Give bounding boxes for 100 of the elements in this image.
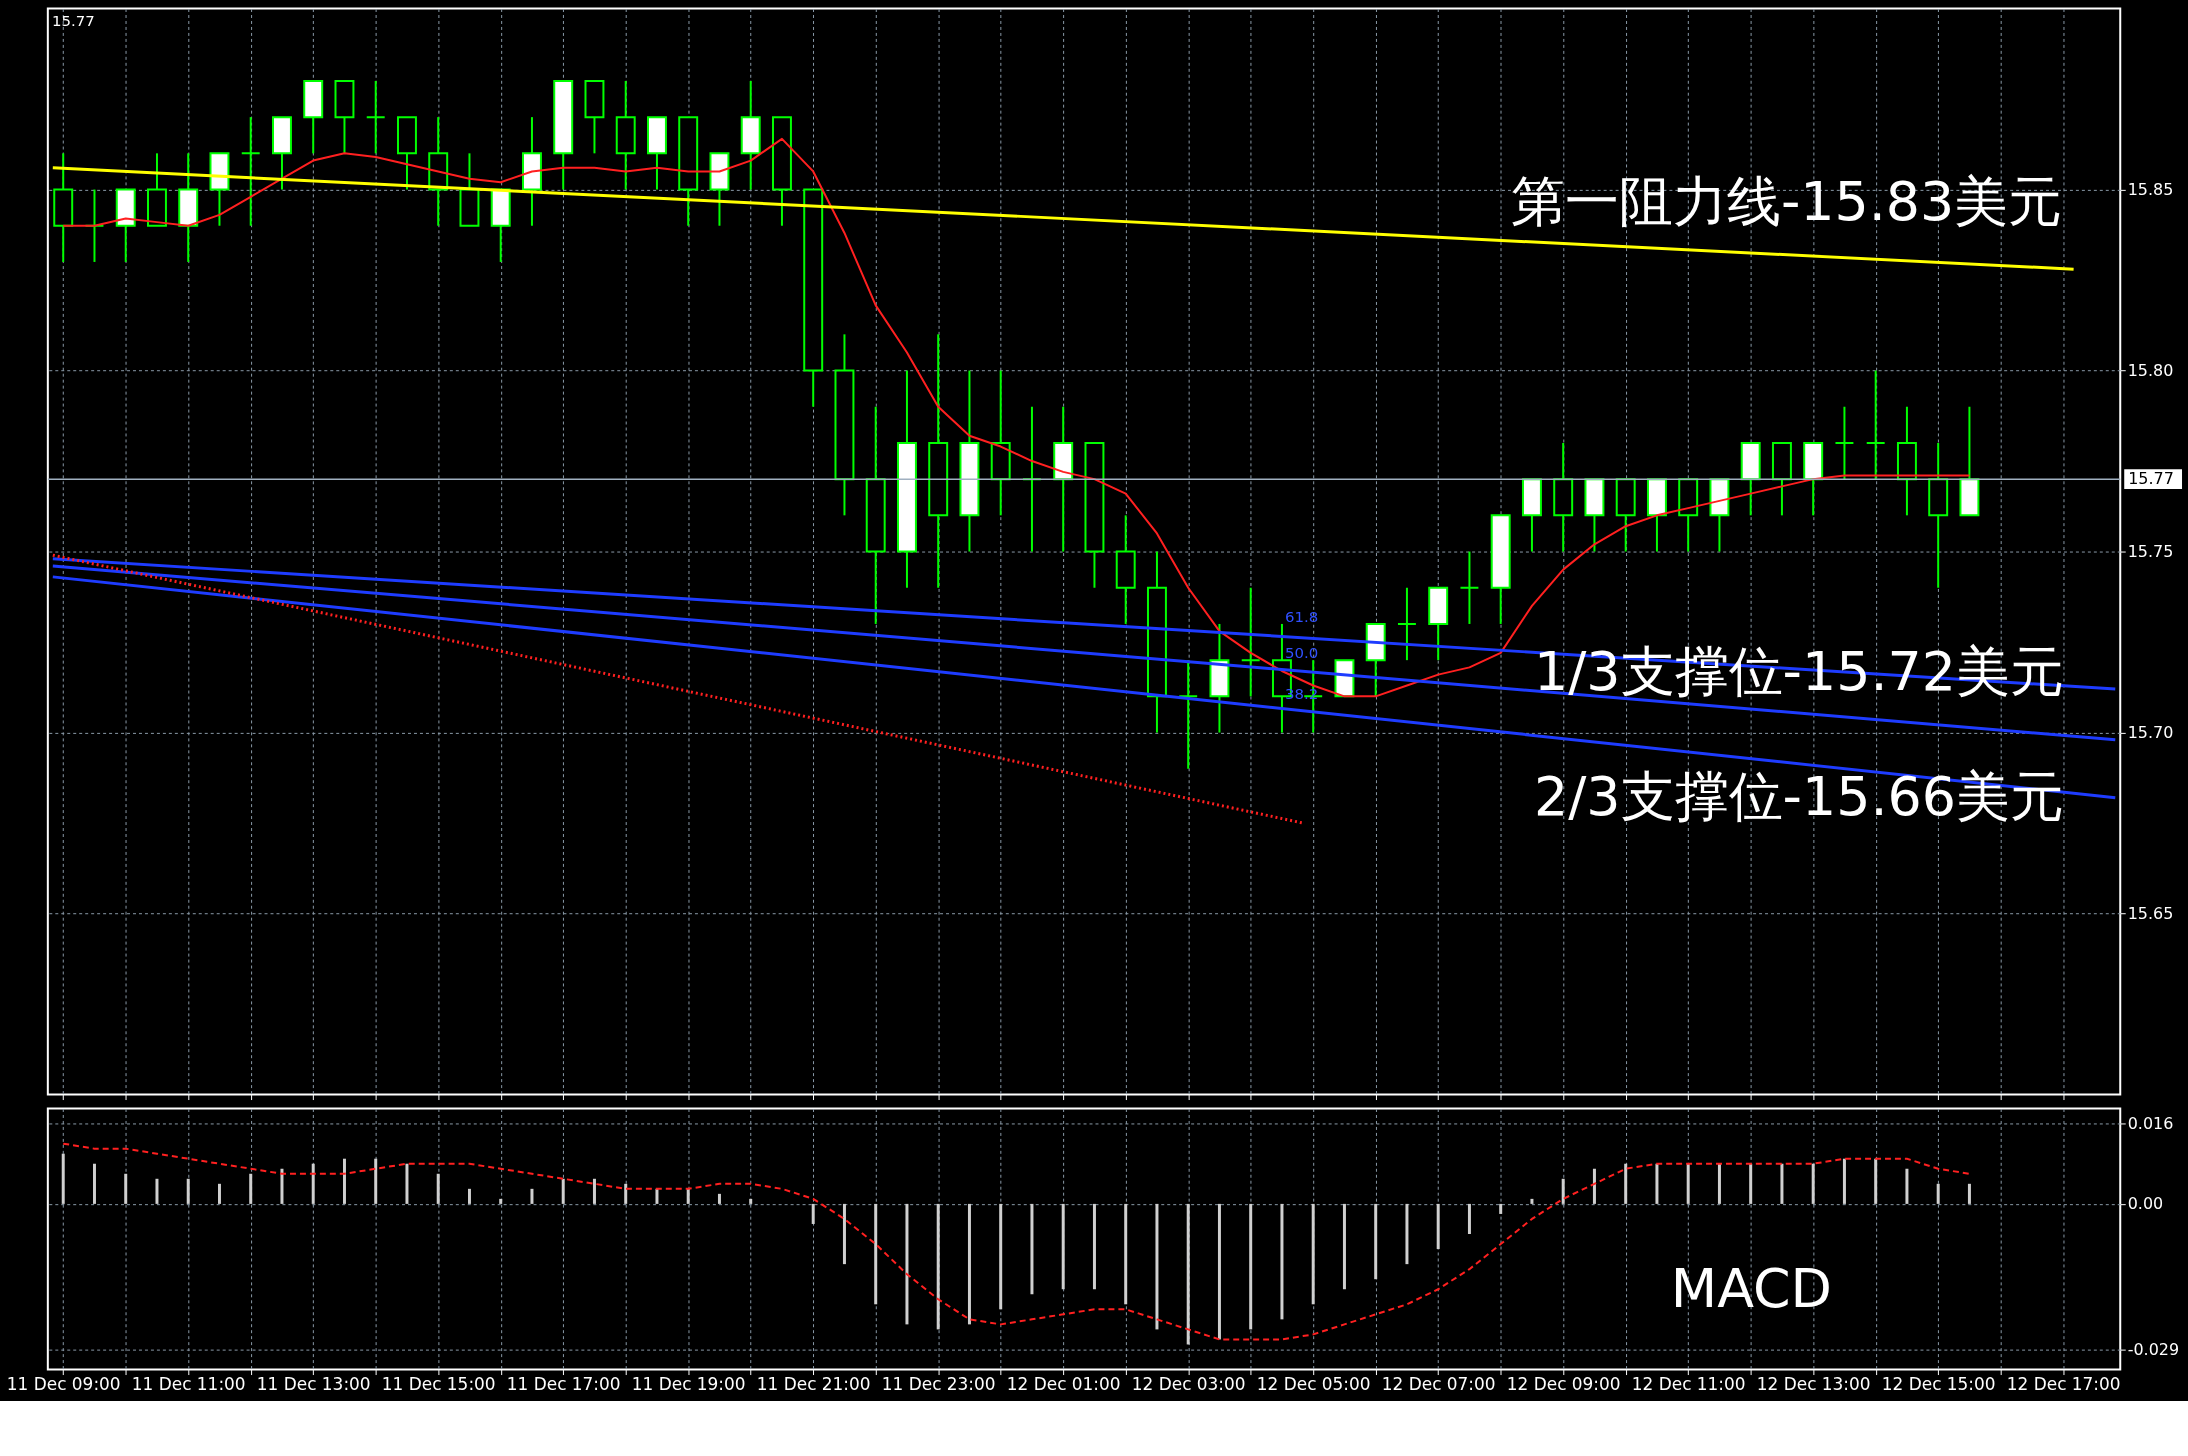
bar <box>186 1178 190 1204</box>
bar <box>124 1173 128 1204</box>
line-series <box>62 1142 1971 1341</box>
candlestick <box>1396 586 1417 662</box>
bar <box>936 1203 940 1330</box>
bar <box>1374 1203 1378 1280</box>
bar <box>1936 1183 1940 1204</box>
x-tick-label: 12 Dec 13:00 <box>1756 1373 1871 1394</box>
x-tick-label: 11 Dec 21:00 <box>756 1373 871 1394</box>
bar <box>1717 1163 1721 1204</box>
x-tick-label: 12 Dec 17:00 <box>2006 1373 2121 1394</box>
bar <box>874 1203 878 1305</box>
bar <box>311 1163 315 1204</box>
bar <box>1436 1203 1440 1250</box>
bar <box>905 1203 909 1325</box>
bar <box>1405 1203 1409 1265</box>
annotation: 15.77 <box>51 11 95 30</box>
bar <box>1624 1163 1628 1204</box>
bar <box>1311 1203 1315 1305</box>
bar <box>686 1188 690 1204</box>
bar <box>1780 1163 1784 1204</box>
y-tick-label: 0.00 <box>2127 1194 2164 1214</box>
x-tick-label: 12 Dec 01:00 <box>1006 1373 1121 1394</box>
bar <box>1686 1163 1690 1204</box>
annotation: MACD <box>1670 1257 1832 1321</box>
bar <box>61 1153 65 1204</box>
bar <box>1217 1203 1221 1340</box>
x-tick-label: 11 Dec 19:00 <box>631 1373 746 1394</box>
bar <box>842 1203 846 1265</box>
bar <box>436 1173 440 1204</box>
bar <box>1030 1203 1034 1295</box>
candlestick <box>1865 369 1886 481</box>
bar <box>1592 1168 1596 1204</box>
x-tick-label: 12 Dec 15:00 <box>1881 1373 1996 1394</box>
x-tick-label: 12 Dec 05:00 <box>1256 1373 1371 1394</box>
bar <box>217 1183 221 1204</box>
x-tick-label: 11 Dec 11:00 <box>131 1373 246 1394</box>
bar <box>499 1198 503 1204</box>
x-tick-label: 11 Dec 23:00 <box>881 1373 996 1394</box>
bar <box>1249 1203 1253 1330</box>
bar <box>1499 1203 1503 1214</box>
x-tick-label: 12 Dec 09:00 <box>1506 1373 1621 1394</box>
candlestick <box>1240 586 1261 698</box>
bar <box>717 1193 721 1204</box>
bar <box>999 1203 1003 1310</box>
x-tick-label: 11 Dec 09:00 <box>6 1373 121 1394</box>
bar <box>1092 1203 1096 1290</box>
candlestick <box>1834 405 1855 481</box>
bar <box>155 1178 159 1204</box>
bar <box>280 1168 284 1204</box>
annotation: 61.8 <box>1285 608 1319 627</box>
bar <box>749 1198 753 1204</box>
bar <box>592 1178 596 1204</box>
bar <box>405 1163 409 1204</box>
bar <box>1124 1203 1128 1305</box>
bar <box>1967 1183 1971 1204</box>
bar <box>1811 1163 1815 1204</box>
x-tick-label: 12 Dec 07:00 <box>1381 1373 1496 1394</box>
bar <box>92 1163 96 1204</box>
candlestick <box>240 116 261 227</box>
x-tick-label: 11 Dec 15:00 <box>381 1373 496 1394</box>
bar <box>1749 1163 1753 1204</box>
bar <box>1280 1203 1284 1320</box>
bar <box>967 1203 971 1325</box>
y-tick-label: 0.016 <box>2127 1114 2174 1134</box>
candlestick <box>365 79 386 155</box>
bar <box>1561 1178 1565 1204</box>
bar <box>1655 1163 1659 1204</box>
ref-line-label: 15.77 <box>2128 469 2174 489</box>
bar <box>624 1183 628 1204</box>
y-tick-label: -0.029 <box>2127 1339 2180 1359</box>
annotation: 50.0 <box>1285 643 1319 662</box>
bar <box>1905 1168 1909 1204</box>
bar <box>811 1203 815 1224</box>
bar <box>342 1158 346 1204</box>
y-tick-label: 15.70 <box>2127 723 2174 743</box>
y-tick-label: 15.80 <box>2127 361 2174 381</box>
x-tick-label: 11 Dec 13:00 <box>256 1373 371 1394</box>
bar <box>249 1173 253 1204</box>
bar <box>1467 1203 1471 1235</box>
bar <box>467 1188 471 1204</box>
x-tick-label: 12 Dec 03:00 <box>1131 1373 1246 1394</box>
annotation: 第一阻力线-15.83美元 <box>1510 169 2063 233</box>
y-tick-label: 15.65 <box>2127 904 2174 924</box>
y-tick-label: 15.85 <box>2127 180 2174 200</box>
bar <box>1061 1203 1065 1290</box>
bar <box>1342 1203 1346 1290</box>
bar <box>530 1188 534 1204</box>
y-tick-label: 15.75 <box>2127 542 2174 562</box>
bar <box>1530 1198 1534 1204</box>
bar <box>655 1188 659 1204</box>
bar <box>374 1158 378 1204</box>
bar <box>1874 1158 1878 1204</box>
candlestick <box>1459 550 1480 625</box>
bar <box>1155 1203 1159 1330</box>
bar <box>561 1178 565 1204</box>
bar <box>1842 1158 1846 1204</box>
bar <box>1186 1203 1190 1345</box>
x-tick-label: 12 Dec 11:00 <box>1631 1373 1746 1394</box>
x-tick-label: 11 Dec 17:00 <box>506 1373 621 1394</box>
